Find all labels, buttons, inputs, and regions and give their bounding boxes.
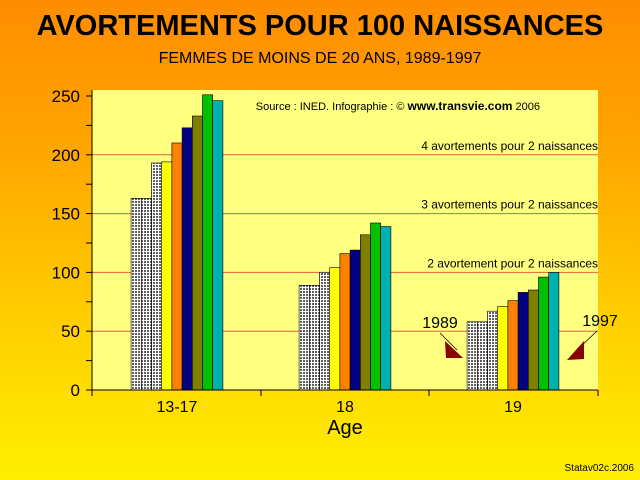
bar-13-17-0 (130, 198, 142, 391)
bar-18-3 (329, 267, 341, 391)
bar-18-8 (380, 226, 392, 391)
bar-13-17-5 (181, 127, 193, 391)
chart-subtitle: FEMMES DE MOINS DE 20 ANS, 1989-1997 (158, 50, 482, 67)
bar-13-17-7 (202, 94, 213, 391)
bar-18-5 (349, 249, 361, 391)
bar-13-17-6 (192, 115, 203, 391)
y-tick-label: 100 (52, 263, 80, 282)
bar-13-17-8 (212, 100, 224, 391)
bar-19-3 (497, 306, 509, 391)
reference-line-label: 3 avortements pour 2 naissances (421, 198, 598, 212)
bar-19-5 (517, 292, 529, 391)
bar-13-17-3 (161, 161, 173, 391)
y-tick-label: 150 (52, 205, 80, 224)
bar-18-1 (308, 284, 320, 391)
chart-title: AVORTEMENTS POUR 100 NAISSANCES (36, 10, 604, 42)
x-tick-label: 18 (336, 399, 354, 416)
y-tick-label: 250 (52, 87, 80, 106)
bar-19-0 (466, 321, 478, 391)
x-tick-label: 19 (504, 399, 522, 416)
bar-18-6 (359, 234, 371, 391)
reference-line-label: 2 avortement pour 2 naissances (427, 256, 598, 270)
reference-line-label: 4 avortements pour 2 naissances (421, 139, 598, 153)
y-tick-label: 0 (71, 381, 80, 400)
bar-18-4 (339, 253, 351, 391)
bar-19-8 (548, 272, 560, 391)
bar-18-7 (370, 222, 381, 391)
footer-code: Statav02c.2006 (564, 463, 635, 474)
bar-13-17-1 (141, 198, 152, 391)
annotation-label: 1997 (582, 313, 618, 330)
annotation-label: 1989 (422, 315, 458, 332)
bar-13-17-4 (171, 142, 183, 391)
annotation-leader (439, 332, 458, 351)
bar-19-6 (527, 289, 539, 391)
annotation-arrow (445, 341, 463, 358)
annotation-arrow (567, 341, 584, 360)
bar-19-4 (507, 300, 519, 391)
bar-19-1 (476, 321, 488, 391)
x-tick-label: 13-17 (157, 399, 198, 416)
bar-13-17-2 (151, 162, 162, 391)
bar-18-0 (298, 284, 310, 391)
source-text: Source : INED. Infographie : © www.trans… (256, 99, 540, 113)
bar-19-7 (538, 276, 549, 391)
bar-18-2 (319, 272, 330, 391)
x-axis-label: Age (327, 417, 363, 439)
y-tick-label: 50 (61, 322, 80, 341)
y-tick-label: 200 (52, 146, 80, 165)
bar-19-2 (487, 310, 498, 391)
